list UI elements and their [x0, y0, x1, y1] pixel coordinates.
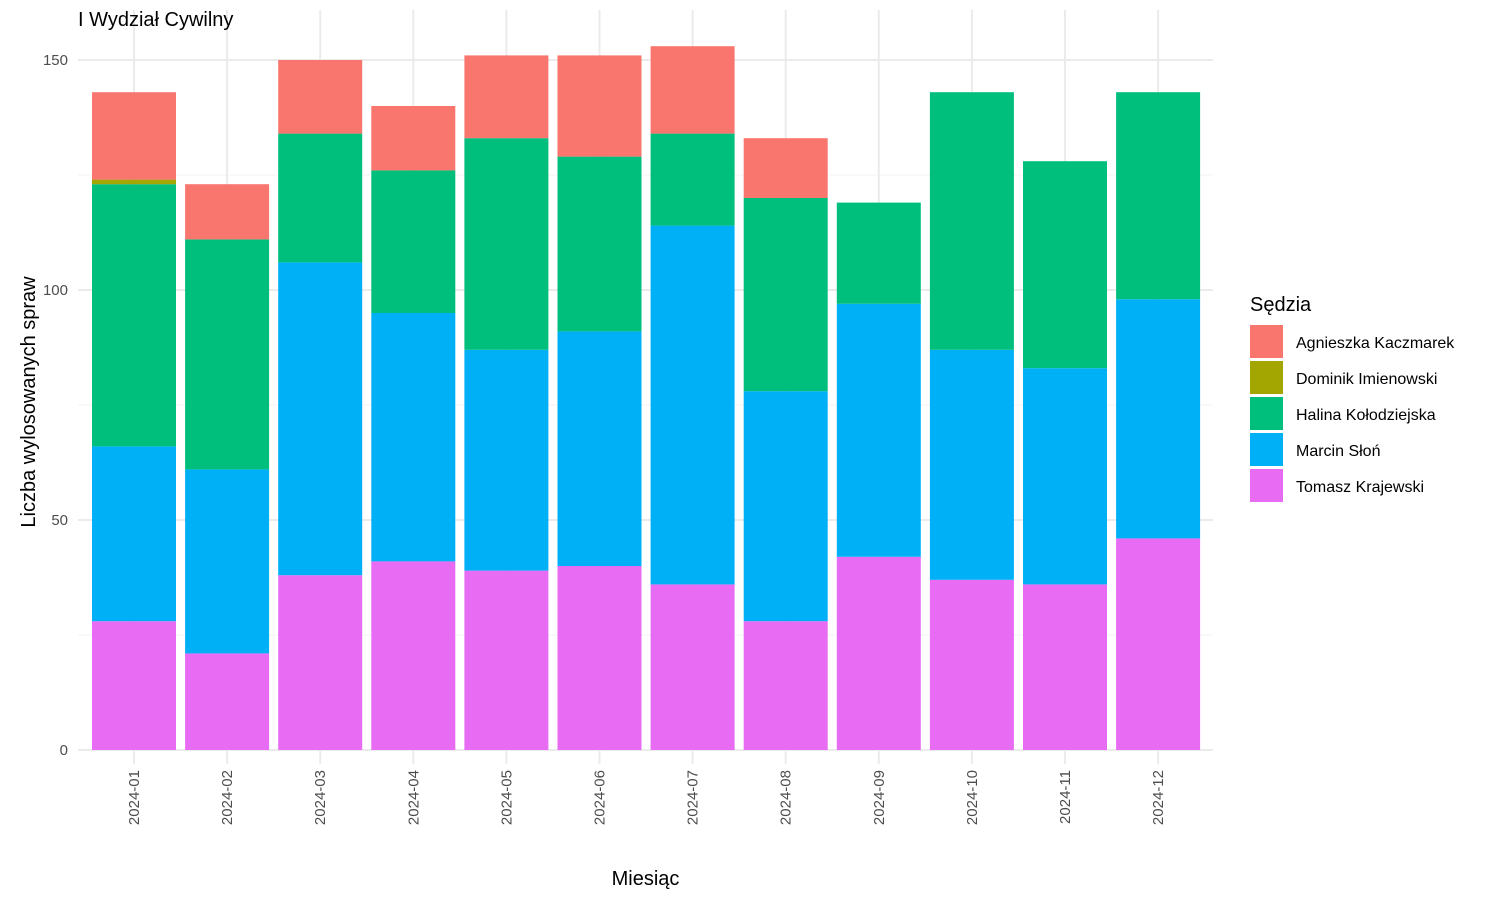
bar-segment	[650, 46, 735, 134]
bar-segment	[557, 55, 642, 157]
y-tick-label: 100	[43, 282, 68, 299]
legend-title: Sędzia	[1250, 294, 1312, 316]
x-tick-label: 2024-05	[498, 770, 515, 825]
bar-segment	[185, 653, 270, 750]
x-tick-label: 2024-11	[1057, 770, 1074, 824]
y-tick-label: 150	[43, 52, 68, 69]
bar-segment	[929, 92, 1014, 350]
bars	[92, 46, 1201, 750]
x-tick-label: 2024-06	[592, 770, 609, 825]
bar-segment	[743, 621, 828, 750]
bar-segment	[464, 349, 549, 571]
bar-segment	[557, 566, 642, 750]
legend: Sędzia Agnieszka Kaczmarek Dominik Imieno…	[1250, 294, 1455, 502]
legend-label: Dominik Imienowski	[1296, 371, 1437, 388]
bar-segment	[743, 391, 828, 622]
legend-key	[1250, 469, 1283, 502]
x-axis-ticks: 2024-01 2024-02 2024-03 2024-04 2024-05 2024-…	[126, 770, 1167, 825]
y-tick-label: 0	[60, 742, 68, 759]
bar-segment	[92, 92, 176, 180]
bar-segment	[557, 331, 642, 566]
legend-key	[1250, 397, 1283, 430]
chart-title: I Wydział Cywilny	[78, 9, 233, 31]
bar-segment	[836, 556, 921, 750]
bar-segment	[557, 156, 642, 332]
bar-segment	[371, 170, 456, 313]
bar-segment	[92, 446, 176, 622]
bar-segment	[464, 570, 549, 750]
bar-segment	[1116, 92, 1201, 300]
bar-segment	[92, 621, 176, 750]
bar-segment	[371, 561, 456, 750]
bar-segment	[1116, 538, 1201, 750]
legend-label: Tomasz Krajewski	[1296, 479, 1424, 496]
x-tick-label: 2024-08	[778, 770, 795, 825]
bar-segment	[278, 575, 363, 750]
bar-segment	[650, 225, 735, 585]
x-tick-label: 2024-02	[219, 770, 236, 825]
bar-segment	[92, 179, 176, 185]
bar-segment	[743, 138, 828, 198]
bar-segment	[929, 349, 1014, 580]
legend-label: Marcin Słoń	[1296, 443, 1380, 460]
bar-segment	[743, 198, 828, 392]
x-tick-label: 2024-03	[312, 770, 329, 825]
legend-key	[1250, 325, 1283, 358]
bar-segment	[185, 184, 270, 240]
y-axis-ticks: 0 50 100 150	[43, 52, 68, 759]
bar-segment	[92, 184, 176, 447]
bar-segment	[836, 202, 921, 304]
bar-segment	[1023, 368, 1107, 585]
bar-segment	[185, 469, 270, 654]
bar-segment	[278, 262, 363, 576]
x-tick-label: 2024-12	[1150, 770, 1167, 825]
x-tick-label: 2024-09	[871, 770, 888, 825]
bar-segment	[278, 60, 363, 134]
x-axis-title: Miesiąc	[612, 868, 680, 890]
x-tick-label: 2024-07	[685, 770, 702, 825]
bar-segment	[371, 106, 456, 171]
x-tick-label: 2024-04	[405, 770, 422, 825]
bar-segment	[464, 138, 549, 350]
bar-segment	[278, 133, 363, 263]
legend-key	[1250, 361, 1283, 394]
x-tick-label: 2024-10	[964, 770, 981, 825]
bar-segment	[185, 239, 270, 470]
legend-key	[1250, 433, 1283, 466]
bar-segment	[371, 313, 456, 562]
bar-segment	[650, 133, 735, 226]
y-axis-title: Liczba wylosowanych spraw	[18, 276, 40, 528]
bar-segment	[836, 303, 921, 557]
bar-segment	[929, 579, 1014, 750]
bar-segment	[650, 584, 735, 750]
bar-segment	[1116, 299, 1201, 539]
x-tick-label: 2024-01	[126, 770, 143, 825]
legend-label: Halina Kołodziejska	[1296, 407, 1436, 424]
bar-segment	[1023, 584, 1107, 750]
bar-segment	[464, 55, 549, 139]
legend-label: Agnieszka Kaczmarek	[1296, 335, 1455, 352]
y-tick-label: 50	[51, 512, 68, 529]
bar-segment	[1023, 161, 1107, 369]
